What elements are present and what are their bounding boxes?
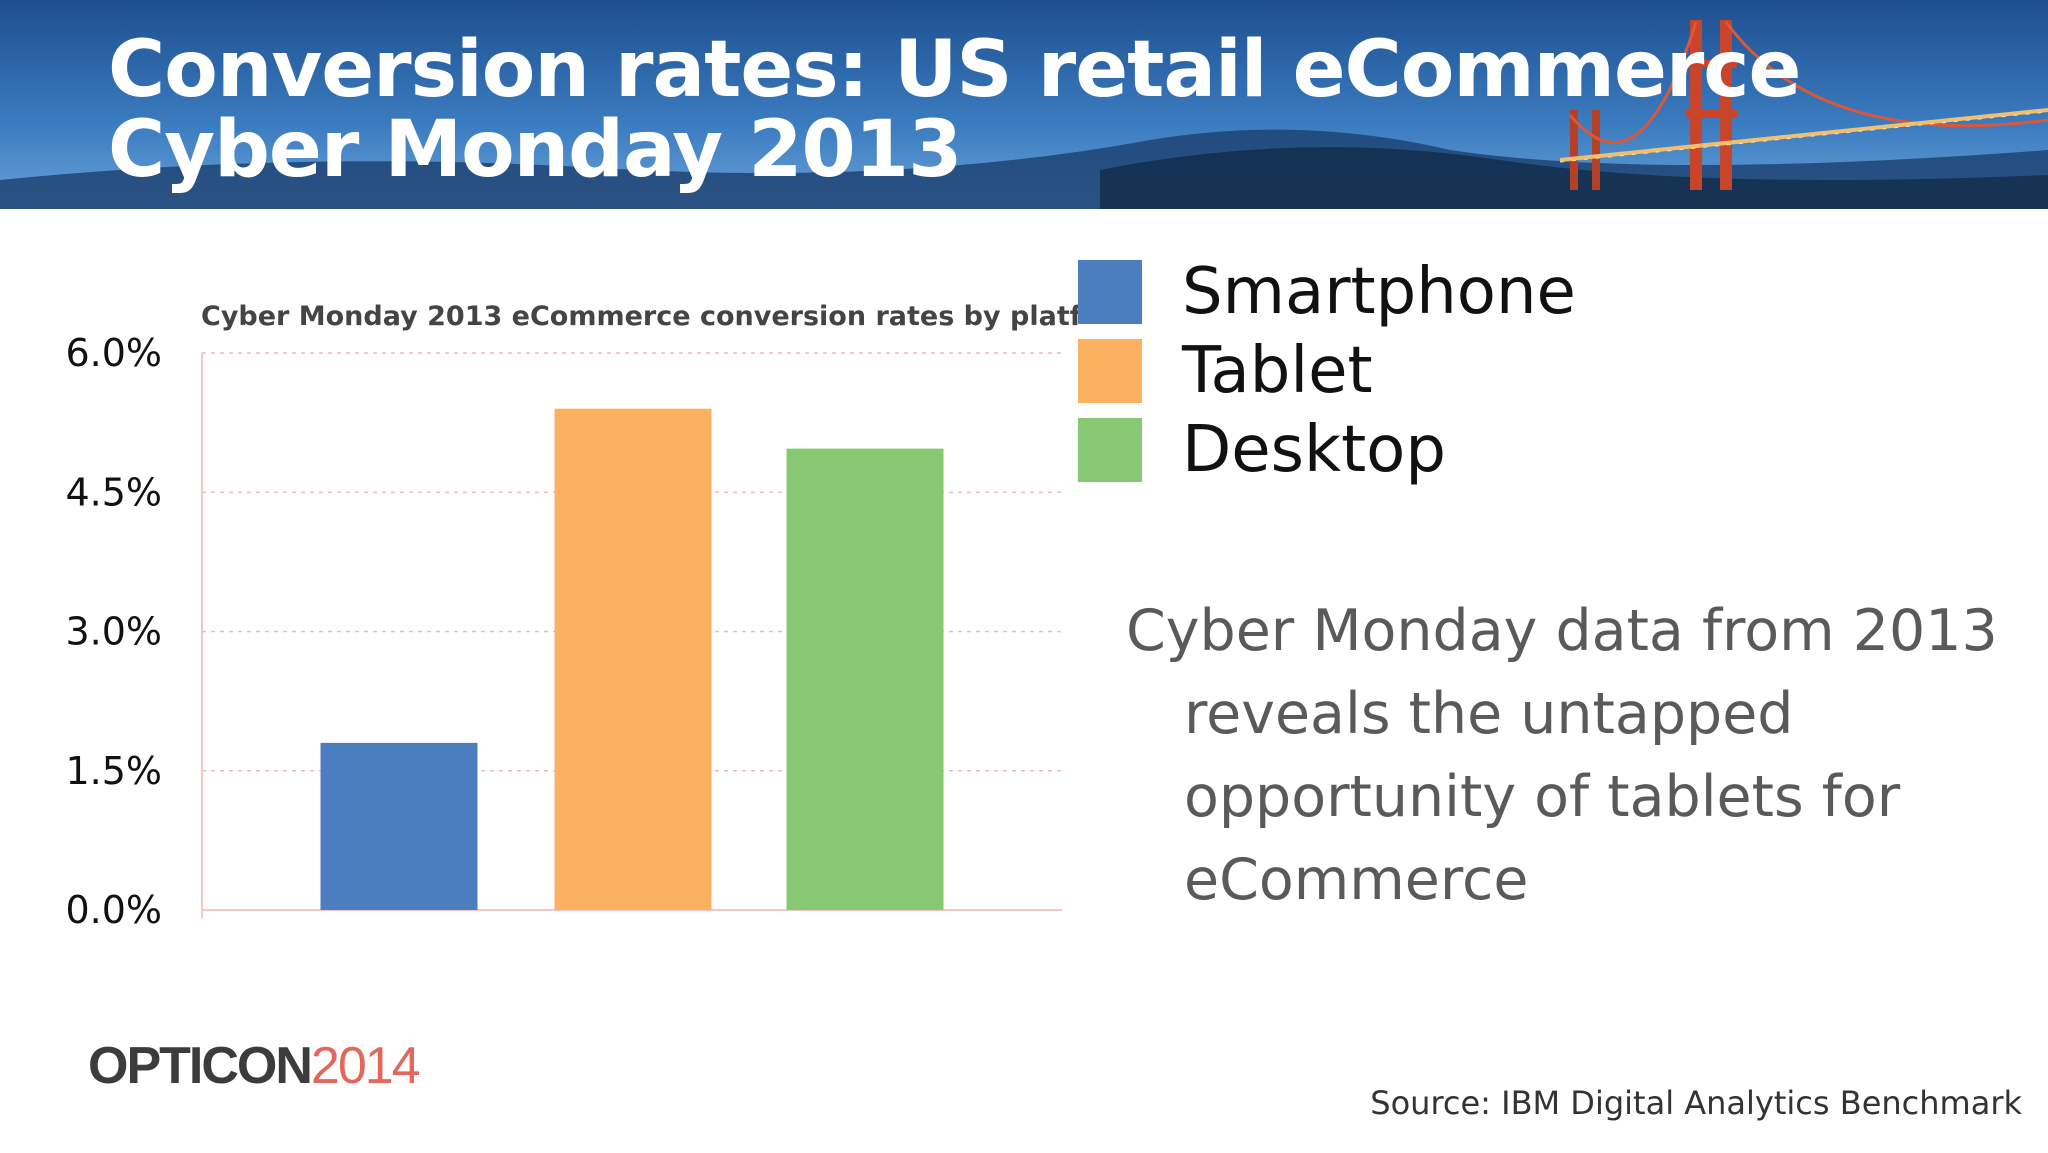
legend-label-smartphone: Smartphone bbox=[1182, 254, 1576, 329]
legend-label-tablet: Tablet bbox=[1182, 333, 1373, 408]
bar-desktop bbox=[786, 448, 944, 910]
y-tick-label: 4.5% bbox=[65, 470, 162, 514]
y-tick-label: 6.0% bbox=[65, 331, 162, 375]
y-tick-label: 3.0% bbox=[65, 610, 162, 654]
bar-tablet bbox=[554, 408, 712, 910]
insight-text: Cyber Monday data from 2013 reveals the … bbox=[1126, 598, 1998, 913]
y-tick-label: 0.0% bbox=[65, 888, 162, 932]
legend-swatch-tablet bbox=[1078, 338, 1142, 403]
slide-title: Conversion rates: US retail eCommerce Cy… bbox=[108, 25, 1801, 195]
legend-item-smartphone: Smartphone bbox=[1078, 252, 1576, 331]
legend-label-desktop: Desktop bbox=[1182, 412, 1446, 487]
bridge-skyline-image bbox=[0, 0, 2048, 209]
chart-bars bbox=[320, 408, 944, 910]
legend-swatch-desktop bbox=[1078, 417, 1142, 482]
legend-swatch-smartphone bbox=[1078, 259, 1142, 324]
source-note: Source: IBM Digital Analytics Benchmark bbox=[1370, 1084, 2022, 1122]
chart-title: Cyber Monday 2013 eCommerce conversion r… bbox=[201, 301, 1080, 332]
chart-legend: Smartphone Tablet Desktop bbox=[1078, 252, 1576, 489]
legend-item-desktop: Desktop bbox=[1078, 410, 1576, 489]
opticon-logo: OPTICON2014 bbox=[88, 1036, 421, 1096]
chart-y-axis: 0.0% 1.5% 3.0% 4.5% 6.0% bbox=[65, 331, 203, 932]
legend-item-tablet: Tablet bbox=[1078, 331, 1576, 410]
bar-chart: 0.0% 1.5% 3.0% 4.5% 6.0% Cyber Monday 2013 e… bbox=[65, 301, 1080, 932]
slide-title-line-1: Conversion rates: US retail eCommerce bbox=[108, 25, 1801, 115]
logo-brand: OPTICON bbox=[88, 1037, 313, 1095]
slide-title-line-2: Cyber Monday 2013 bbox=[108, 105, 962, 195]
header-banner: Conversion rates: US retail eCommerce Cy… bbox=[0, 0, 2048, 209]
logo-year: 2014 bbox=[310, 1037, 421, 1095]
bar-smartphone bbox=[320, 742, 478, 910]
y-tick-label: 1.5% bbox=[65, 749, 162, 793]
